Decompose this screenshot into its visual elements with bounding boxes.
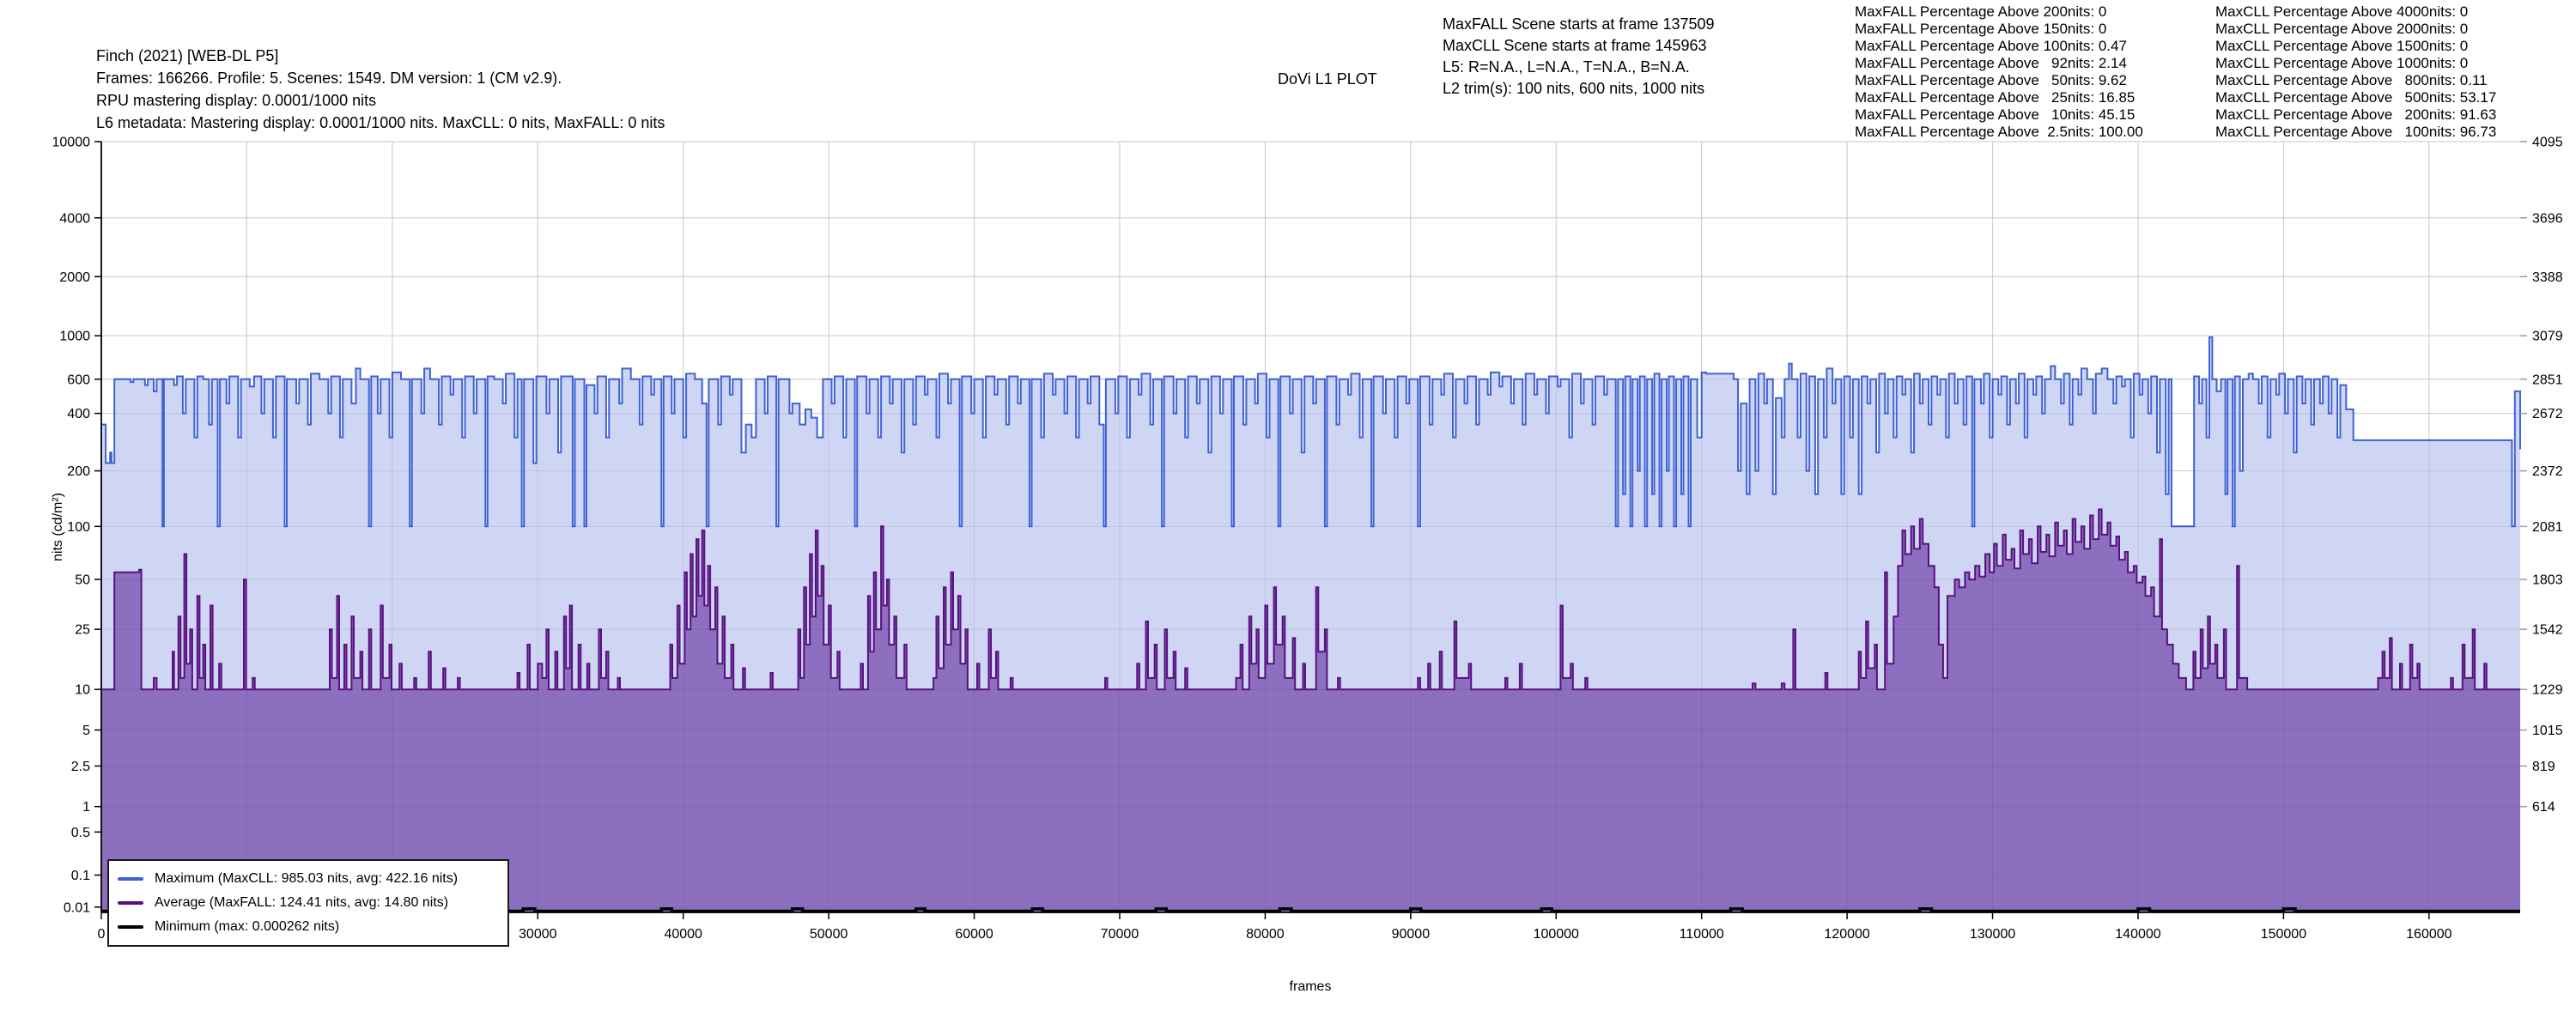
legend-label: Average (MaxFALL: 124.41 nits, avg: 14.8… [155, 895, 449, 910]
y-tick-label-left: 1 [82, 800, 90, 815]
title-block: Finch (2021) [WEB-DL P5] Frames: 166266.… [96, 45, 665, 134]
maxcll-percentage-line: MaxCLL Percentage Above 4000nits: 0 [2215, 3, 2469, 20]
maxcll-percentage-line: MaxCLL Percentage Above 200nits: 91.63 [2215, 106, 2497, 123]
legend-label: Maximum (MaxCLL: 985.03 nits, avg: 422.1… [155, 871, 459, 886]
y-tick-label-right: 3079 [2532, 330, 2563, 344]
y-tick-label-left: 200 [67, 464, 90, 479]
maxcll-percentage-column: MaxCLL Percentage Above 4000nits: 0 MaxCL… [2215, 3, 2496, 141]
y-tick-label-left: 25 [75, 623, 90, 638]
y-tick-label-right: 3696 [2532, 211, 2563, 226]
x-tick-label: 140000 [2115, 927, 2160, 942]
maxcll-percentage-line: MaxCLL Percentage Above 1500nits: 0 [2215, 38, 2469, 54]
y-tick-label-left: 1000 [59, 330, 90, 344]
legend-swatch [118, 901, 143, 905]
y-tick-label-left: 10000 [52, 136, 91, 150]
y-axis-left-ticks: 10000 4000 2000 1000 600 400 200 100 50 25 10 5 2.5 1… [52, 136, 101, 915]
x-tick-label: 60000 [955, 927, 993, 942]
x-tick-label: 120000 [1824, 927, 1869, 942]
l6-metadata-line: L6 metadata: Mastering display: 0.0001/1… [96, 114, 665, 131]
maxfall-percentage-line: MaxFALL Percentage Above 25nits: 16.85 [1855, 89, 2136, 106]
y-tick-label-left: 400 [67, 407, 90, 421]
maxfall-percentage-line: MaxFALL Percentage Above 200nits: 0 [1855, 3, 2107, 20]
x-tick-label: 130000 [1970, 927, 2015, 942]
y-axis-title: nits (cd/m²) [51, 493, 65, 561]
maxfall-percentage-line: MaxFALL Percentage Above 100nits: 0.47 [1855, 38, 2127, 54]
y-tick-label-left: 600 [67, 373, 90, 387]
series-average [101, 508, 2520, 912]
y-tick-label-left: 2.5 [71, 760, 90, 774]
maxfall-percentage-line: MaxFALL Percentage Above 2.5nits: 100.00 [1855, 124, 2143, 140]
y-tick-label-right: 819 [2532, 760, 2555, 774]
x-axis-title: frames [1289, 979, 1332, 994]
y-tick-label-left: 100 [67, 520, 90, 535]
legend-swatch [118, 877, 143, 881]
x-tick-label: 70000 [1101, 927, 1139, 942]
maxfall-percentage-line: MaxFALL Percentage Above 50nits: 9.62 [1855, 72, 2127, 88]
y-tick-label-right: 2372 [2532, 464, 2563, 479]
legend-box: Maximum (MaxCLL: 985.03 nits, avg: 422.1… [107, 859, 509, 947]
y-tick-label-left: 10 [75, 683, 90, 698]
y-tick-label-right: 2081 [2532, 520, 2563, 535]
legend-label: Minimum (max: 0.000262 nits) [155, 919, 340, 934]
x-tick-label: 90000 [1392, 927, 1431, 942]
y-tick-label-left: 5 [82, 724, 90, 738]
y-tick-label-left: 50 [75, 573, 90, 588]
gridlines-overlay [100, 141, 2520, 912]
x-tick-label: 150000 [2261, 927, 2306, 942]
x-tick-label: 30000 [519, 927, 557, 942]
x-tick-label: 40000 [664, 927, 702, 942]
y-tick-label-right: 1015 [2532, 724, 2563, 738]
x-tick-label: 100000 [1534, 927, 1579, 942]
scene-info-line: L5: R=N.A., L=N.A., T=N.A., B=N.A. [1443, 58, 1690, 76]
x-tick-label: 0 [98, 927, 106, 942]
x-tick-label: 80000 [1246, 927, 1285, 942]
legend-row: Maximum (MaxCLL: 985.03 nits, avg: 422.1… [118, 867, 499, 891]
y-tick-label-left: 0.5 [71, 826, 90, 840]
maxcll-percentage-line: MaxCLL Percentage Above 500nits: 53.17 [2215, 89, 2497, 106]
plot-title: DoVi L1 PLOT [1278, 70, 1377, 88]
y-axis-right-ticks: 4095 3696 3388 3079 2851 2672 2372 2081 1803 1542… [2520, 136, 2563, 815]
legend-row: Average (MaxFALL: 124.41 nits, avg: 14.8… [118, 891, 499, 915]
maxfall-percentage-column: MaxFALL Percentage Above 200nits: 0 MaxFA… [1855, 3, 2143, 141]
legend-row: Minimum (max: 0.000262 nits) [118, 915, 499, 939]
y-tick-label-left: 4000 [59, 211, 90, 226]
maxcll-percentage-line: MaxCLL Percentage Above 800nits: 0.11 [2215, 72, 2488, 88]
maxcll-percentage-line: MaxCLL Percentage Above 2000nits: 0 [2215, 21, 2469, 37]
y-tick-label-right: 1542 [2532, 623, 2563, 638]
maxfall-percentage-line: MaxFALL Percentage Above 150nits: 0 [1855, 21, 2107, 37]
y-tick-label-right: 614 [2532, 800, 2555, 815]
scene-info-line: MaxFALL Scene starts at frame 137509 [1443, 15, 1715, 33]
maxcll-percentage-line: MaxCLL Percentage Above 100nits: 96.73 [2215, 124, 2497, 140]
maxfall-percentage-line: MaxFALL Percentage Above 10nits: 45.15 [1855, 106, 2136, 123]
y-tick-label-right: 2851 [2532, 373, 2563, 387]
x-tick-label: 50000 [810, 927, 848, 942]
scene-info-line: MaxCLL Scene starts at frame 145963 [1443, 37, 1707, 54]
frames-profile-line: Frames: 166266. Profile: 5. Scenes: 1549… [96, 70, 562, 87]
y-tick-label-right: 3388 [2532, 270, 2563, 285]
maxfall-percentage-line: MaxFALL Percentage Above 92nits: 2.14 [1855, 55, 2127, 71]
y-tick-label-left: 0.01 [64, 900, 90, 915]
y-tick-label-left: 0.1 [71, 869, 90, 883]
x-tick-label: 160000 [2406, 927, 2451, 942]
maxcll-percentage-line: MaxCLL Percentage Above 1000nits: 0 [2215, 55, 2469, 71]
y-tick-label-right: 2672 [2532, 407, 2563, 421]
rpu-mastering-line: RPU mastering display: 0.0001/1000 nits [96, 92, 377, 109]
y-tick-label-left: 2000 [59, 270, 90, 285]
y-tick-label-right: 1229 [2532, 683, 2563, 698]
scene-info-block: MaxFALL Scene starts at frame 137509 MaxC… [1443, 14, 1715, 100]
legend-swatch [118, 925, 143, 929]
title-line: Finch (2021) [WEB-DL P5] [96, 47, 279, 64]
scene-info-line: L2 trim(s): 100 nits, 600 nits, 1000 nit… [1443, 80, 1705, 97]
y-tick-label-right: 4095 [2532, 136, 2563, 150]
y-tick-label-right: 1803 [2532, 573, 2563, 588]
x-tick-label: 110000 [1680, 927, 1724, 942]
